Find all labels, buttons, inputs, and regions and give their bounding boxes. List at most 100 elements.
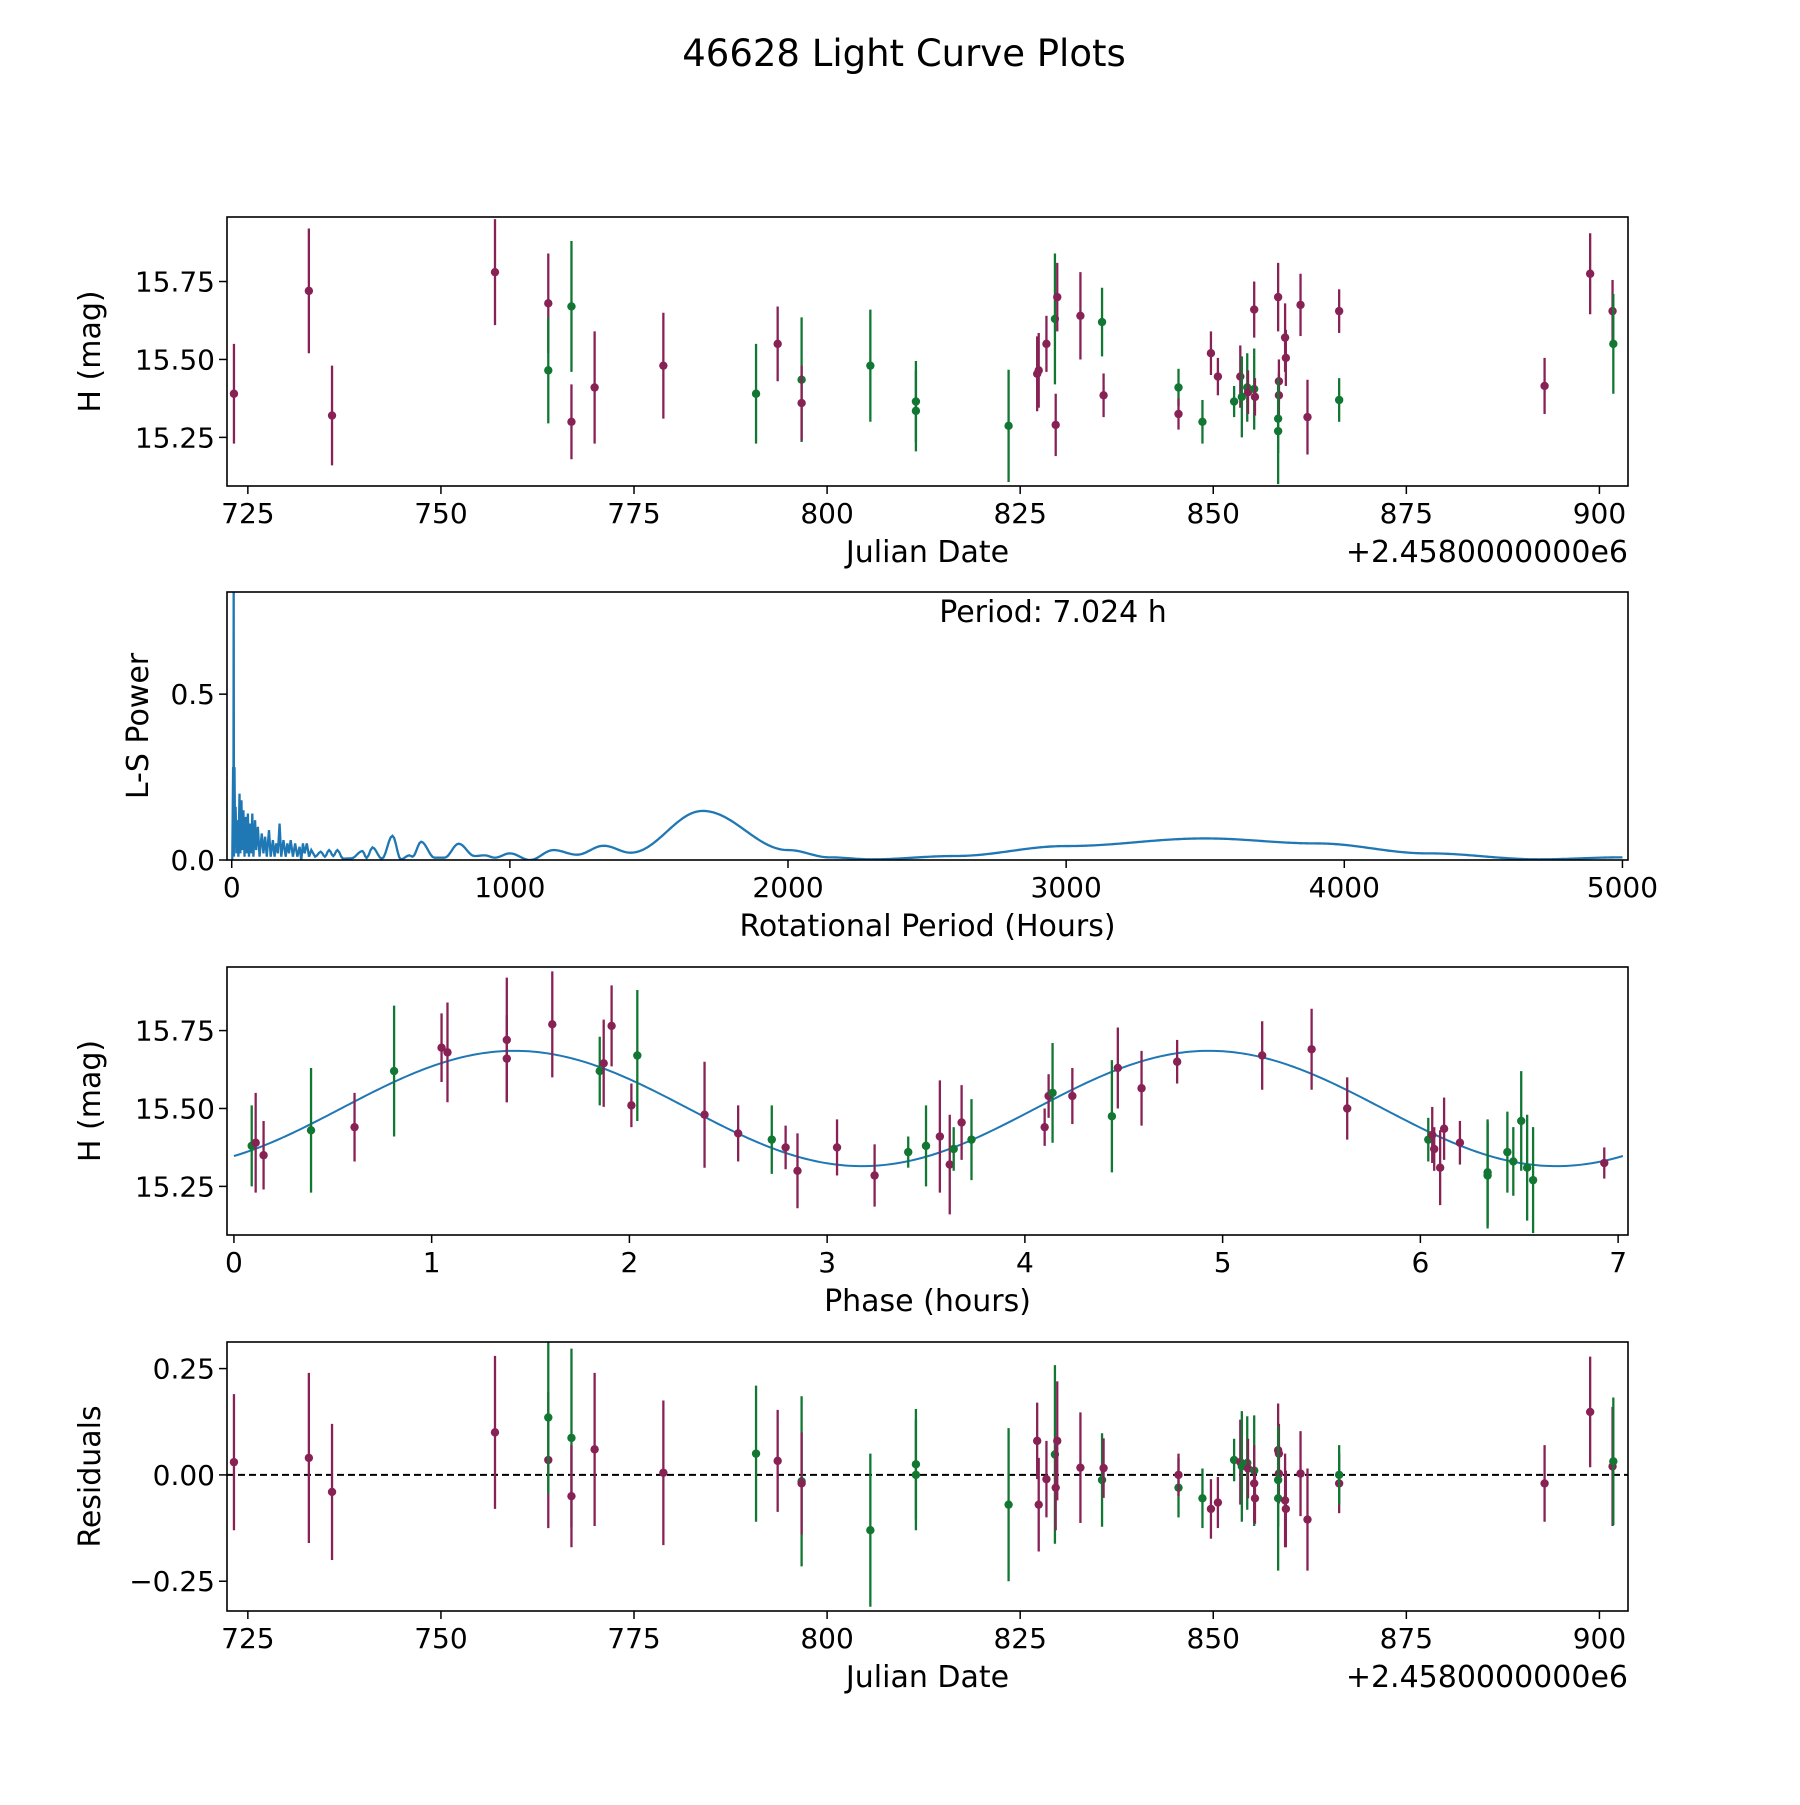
x-offset-text: +2.4580000000e6	[1346, 535, 1628, 570]
data-point	[1303, 379, 1312, 455]
marker	[1243, 387, 1253, 397]
marker	[544, 366, 553, 375]
marker	[866, 1525, 875, 1535]
x-tick-label: 2000	[752, 871, 823, 904]
marker	[544, 1413, 553, 1422]
marker	[1522, 1163, 1532, 1172]
data-point	[1281, 1470, 1291, 1548]
marker	[1509, 1157, 1518, 1166]
marker	[1528, 1175, 1538, 1185]
data-point	[567, 384, 576, 460]
y-axis-label: H (mag)	[73, 290, 108, 412]
data-point	[911, 370, 921, 452]
data-point	[1076, 272, 1085, 360]
data-point	[1174, 398, 1183, 430]
marker	[548, 1020, 557, 1029]
marker	[773, 339, 782, 349]
marker	[389, 1066, 399, 1076]
data-point	[1250, 1472, 1260, 1524]
data-point	[627, 1083, 636, 1128]
x-tick-label: 775	[607, 497, 660, 530]
y-tick-label: 15.75	[135, 1015, 215, 1048]
marker	[1004, 421, 1013, 431]
data-point	[870, 1144, 879, 1207]
x-tick-label: 850	[1187, 1622, 1240, 1655]
data-point	[1585, 233, 1595, 315]
marker	[1229, 397, 1239, 406]
x-tick-label: 3	[818, 1246, 836, 1279]
marker	[935, 1132, 945, 1141]
data-point	[1249, 281, 1259, 338]
marker	[327, 411, 337, 420]
marker	[1585, 269, 1595, 278]
light-curve-panel: 725 750 775 800 825 850 875 900 15.25 15.50 15.75 J…	[73, 216, 1629, 570]
data-point	[866, 309, 875, 422]
marker	[1174, 1470, 1183, 1480]
data-point	[1172, 1039, 1182, 1084]
marker	[921, 1141, 931, 1151]
data-point	[590, 331, 599, 444]
data-point	[306, 1067, 316, 1193]
model-fit-curve	[233, 1049, 1624, 1168]
data-point	[1034, 1457, 1043, 1552]
marker	[306, 1126, 316, 1135]
data-point	[1273, 262, 1283, 332]
x-tick-label: 3000	[1031, 871, 1102, 904]
marker	[567, 302, 576, 311]
marker	[1213, 1498, 1223, 1507]
marker	[1503, 1147, 1512, 1157]
data-point	[773, 1409, 782, 1512]
marker	[1174, 383, 1183, 392]
data-point	[1107, 1060, 1117, 1173]
data-point	[921, 1105, 931, 1187]
marker	[1517, 1116, 1526, 1126]
x-tick-label: 7	[1609, 1246, 1627, 1279]
data-point	[1273, 378, 1283, 485]
marker	[1213, 372, 1223, 381]
marker	[1281, 1504, 1291, 1514]
x-tick-label: 800	[800, 1622, 853, 1655]
data-point	[866, 1453, 875, 1607]
marker	[1034, 366, 1043, 375]
data-point	[1334, 1445, 1344, 1505]
x-tick-label: 800	[800, 497, 853, 530]
marker	[1303, 412, 1312, 422]
y-tick-label: 15.50	[135, 1092, 215, 1125]
data-point	[304, 228, 314, 354]
y-axis-label: Residuals	[73, 1405, 108, 1547]
data-point	[1206, 331, 1216, 376]
marker	[659, 1468, 668, 1477]
marker	[251, 1138, 260, 1147]
x-tick-label: 875	[1380, 1622, 1433, 1655]
data-point	[1229, 385, 1239, 418]
data-point	[1048, 1043, 1057, 1143]
y-tick-label: 0.25	[153, 1353, 215, 1386]
marker	[1113, 1063, 1123, 1073]
data-point	[544, 1342, 553, 1495]
marker	[1099, 1463, 1108, 1473]
marker	[1053, 292, 1062, 302]
marker	[793, 1166, 802, 1176]
data-point	[832, 1119, 842, 1176]
x-tick-label: 1000	[474, 871, 545, 904]
marker	[1455, 1138, 1465, 1147]
marker	[595, 1066, 604, 1076]
data-point	[490, 1355, 500, 1509]
x-tick-label: 750	[414, 497, 467, 530]
data-point	[1004, 369, 1013, 482]
data-point	[1257, 1021, 1267, 1090]
marker	[1040, 1122, 1049, 1132]
x-tick-label: 750	[414, 1622, 467, 1655]
data-point	[1213, 1477, 1223, 1529]
periodogram-line	[231, 592, 1623, 860]
marker	[949, 1144, 958, 1154]
data-point	[590, 1372, 599, 1526]
x-axis-label: Julian Date	[844, 535, 1009, 570]
data-point	[1540, 357, 1549, 414]
marker	[1296, 1469, 1305, 1478]
data-point	[607, 985, 616, 1067]
data-point	[327, 365, 337, 466]
marker	[1609, 1457, 1618, 1466]
data-point	[733, 1105, 743, 1162]
